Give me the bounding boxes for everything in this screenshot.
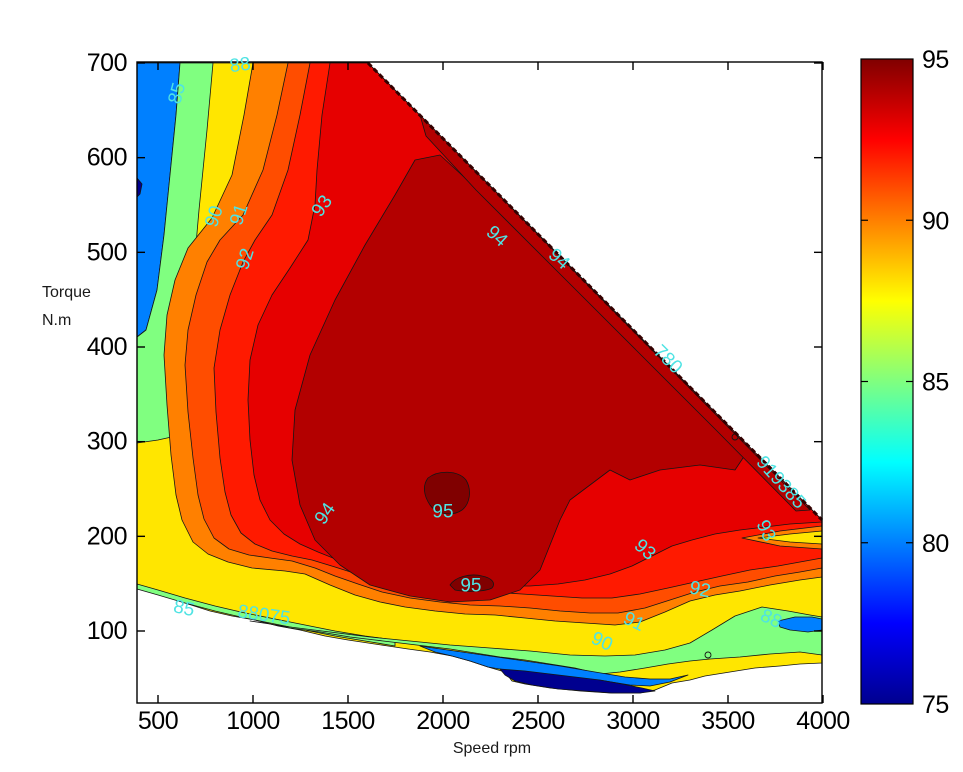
colorbar-tick-label: 95 <box>922 46 949 74</box>
y-tick-label: 200 <box>87 522 127 550</box>
tiny-contour-ring <box>704 651 712 659</box>
band-bottomleft-green-sliver <box>136 583 396 647</box>
x-tick-label: 500 <box>138 707 178 735</box>
contour-bands <box>136 61 824 694</box>
colorbar-tick-labels: 95 90 85 80 75 <box>861 46 949 719</box>
contour-label: 95 <box>460 576 481 597</box>
axis-ticks <box>137 62 824 703</box>
colorbar-tick-label: 75 <box>922 691 949 719</box>
y-tick-label: 400 <box>87 333 127 361</box>
band-bottom-navy <box>499 668 656 694</box>
colorbar-tick-label: 80 <box>922 530 949 558</box>
x-tick-label: 1000 <box>226 707 280 735</box>
y-axis-label-line1: Torque <box>42 284 91 301</box>
colorbar-tick-label: 90 <box>922 207 949 235</box>
plot-border <box>136 61 823 704</box>
band-left-green <box>136 62 214 444</box>
contour-label: 88 <box>228 54 252 78</box>
y-tick-label: 600 <box>87 144 127 172</box>
x-tick-label: 2000 <box>416 707 470 735</box>
colorbar <box>860 58 914 705</box>
y-tick-label: 100 <box>87 617 127 645</box>
x-axis-label: Speed rpm <box>453 740 531 757</box>
contour-label: 85 <box>171 596 196 621</box>
x-tick-label: 4000 <box>796 707 850 735</box>
y-axis-label-line2: N.m <box>42 312 71 329</box>
x-tick-label: 3000 <box>606 707 660 735</box>
x-tick-label: 2500 <box>511 707 565 735</box>
colorbar-tick-label: 85 <box>922 369 949 397</box>
contour-label: 95 <box>432 502 453 523</box>
x-tick-label: 1500 <box>321 707 375 735</box>
x-tick-label: 3500 <box>701 707 755 735</box>
contour-label: 92 <box>687 577 712 602</box>
y-tick-label: 500 <box>87 238 127 266</box>
bunched-contours-diagonal <box>366 61 824 522</box>
band-bottom-blue <box>419 645 689 687</box>
band-95-secondary <box>449 574 494 592</box>
y-tick-label: 300 <box>87 428 127 456</box>
y-tick-labels: 100 200 300 400 500 600 700 <box>87 49 128 645</box>
band-95-peak <box>424 471 470 515</box>
y-tick-label: 700 <box>87 49 127 77</box>
x-tick-labels: 500 1000 1500 2000 2500 3000 3500 4000 <box>138 707 850 735</box>
colorbar-gradient <box>860 58 914 705</box>
band-bottom-green <box>249 606 823 675</box>
